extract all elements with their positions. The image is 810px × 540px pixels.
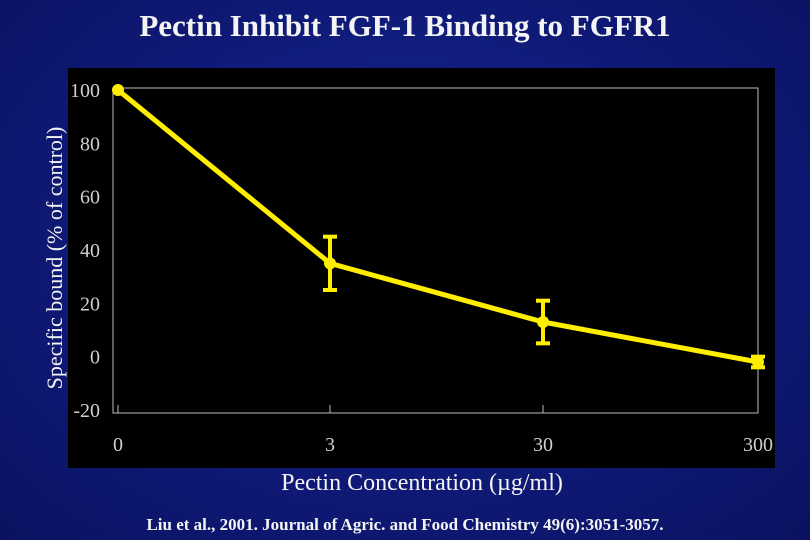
- chart-svg: 100 80 60 40 20 0 -20 0 3 30 300: [70, 80, 773, 456]
- slide-title: Pectin Inhibit FGF-1 Binding to FGFR1: [139, 8, 671, 43]
- chart-plot-area: 100 80 60 40 20 0 -20 0 3 30 300: [68, 68, 775, 468]
- y-tick-label: 60: [80, 187, 100, 209]
- y-tick-label: 80: [80, 133, 100, 155]
- citation: Liu et al., 2001. Journal of Agric. and …: [146, 515, 664, 534]
- y-tick-label: 20: [80, 293, 100, 315]
- data-point: [112, 84, 124, 96]
- x-tick-label: 3: [325, 434, 335, 456]
- x-tick-label: 30: [533, 434, 553, 456]
- y-axis-label: Specific bound (% of control): [42, 126, 67, 390]
- data-point: [752, 356, 764, 368]
- x-tick-label: 300: [743, 434, 773, 456]
- data-point: [324, 257, 336, 270]
- series-line: [115, 87, 761, 365]
- y-tick-label: 0: [90, 347, 100, 369]
- x-tick-label: 0: [113, 434, 123, 456]
- y-tick-label: 100: [70, 80, 100, 102]
- data-point: [537, 316, 549, 328]
- x-axis-label: Pectin Concentration (µg/ml): [281, 470, 563, 496]
- y-tick-label: 40: [80, 240, 100, 262]
- y-tick-label: -20: [73, 400, 100, 422]
- plot-frame: [112, 87, 759, 414]
